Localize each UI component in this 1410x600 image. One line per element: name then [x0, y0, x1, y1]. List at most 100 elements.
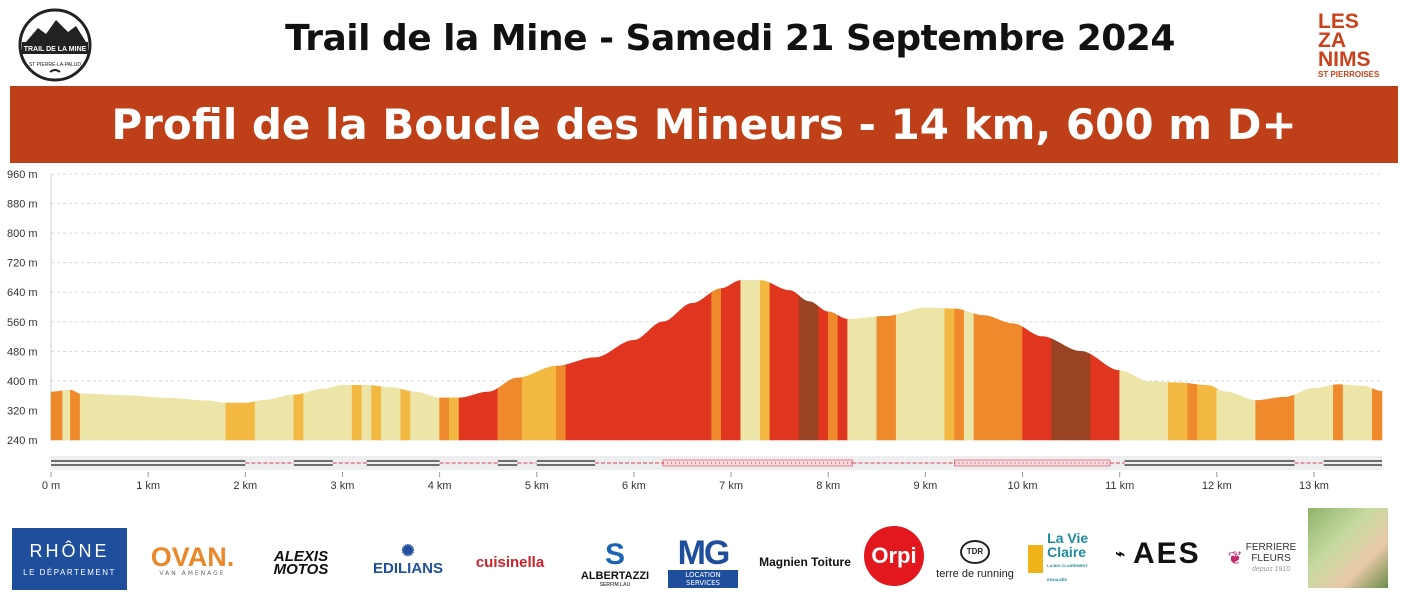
- slope-segment: [1022, 326, 1052, 441]
- slope-segment: [449, 397, 460, 441]
- y-axis-labels: 240 m 320 m 400 m 480 m 560 m 640 m 720 m 800 m…: [7, 169, 38, 447]
- slope-segment: [1342, 384, 1373, 441]
- x-tick-label: 2 km: [233, 480, 257, 492]
- slope-segment: [759, 280, 771, 441]
- x-tick-label: 11 km: [1105, 480, 1134, 492]
- y-tick-label: 640 m: [7, 287, 38, 299]
- logo-right-line-3: NIMS: [1318, 48, 1371, 71]
- alexis-line-1: ALEXIS: [273, 548, 329, 565]
- slope-segment: [371, 385, 382, 441]
- rhone-sub: LE DÉPARTEMENT: [23, 568, 116, 577]
- slope-segment: [1333, 384, 1344, 441]
- x-tick-label: 3 km: [331, 480, 355, 492]
- slope-segment: [254, 394, 295, 441]
- y-tick-label: 880 m: [7, 199, 38, 211]
- x-tick-label: 1 km: [136, 480, 160, 492]
- slope-segment: [1294, 384, 1334, 441]
- slope-segment: [973, 313, 984, 441]
- sponsor-rhone: RHÔNE LE DÉPARTEMENT: [12, 528, 127, 590]
- slope-segment: [798, 295, 819, 441]
- slope-segment: [351, 385, 363, 441]
- slope-segment: [361, 385, 372, 441]
- x-tick-label: 0 m: [42, 480, 60, 492]
- y-tick-label: 320 m: [7, 405, 38, 417]
- ovan-sub: VAN AMENAGE: [159, 569, 226, 577]
- leaf-icon: ❦: [1227, 547, 1243, 568]
- logo-right-line-2: ZA: [1318, 29, 1346, 52]
- slope-segment: [740, 280, 761, 441]
- slope-segment: [1197, 384, 1218, 441]
- slope-segment: [983, 315, 1023, 441]
- x-tick-label: 7 km: [719, 480, 743, 492]
- slope-segment: [944, 308, 955, 441]
- slope-segment: [769, 282, 800, 441]
- ferriere-line-1: FERRIERE: [1245, 541, 1297, 553]
- y-tick-label: 720 m: [7, 258, 38, 270]
- aes-name: AES: [1132, 537, 1201, 570]
- slope-segment: [1216, 388, 1256, 441]
- edilians-name: EDILIANS: [372, 559, 443, 577]
- mg-sub: LOCATION SERVICES: [668, 570, 738, 588]
- slope-segment: [521, 365, 557, 441]
- logo-left-line1: TRAIL DE LA MINE: [24, 46, 87, 53]
- slope-segment: [410, 391, 440, 441]
- slope-segment: [62, 389, 71, 441]
- sponsor-cuisinella: cuisinella: [475, 553, 545, 571]
- surface-bar: [51, 456, 1382, 470]
- sponsor-ovan: OVAN. VAN AMENAGE: [140, 540, 245, 580]
- sponsor-alexis-motos: ALEXIS MOTOS: [250, 548, 352, 578]
- slope-segment: [895, 307, 946, 441]
- lavie-name: La Vie Claire: [1047, 530, 1089, 560]
- sponsor-ferriere-fleurs: ❦ FERRIERE FLEURS depuis 1910: [1220, 536, 1304, 580]
- slope-segment: [847, 316, 878, 441]
- mg-name: MG: [677, 534, 731, 572]
- slope-segment: [711, 288, 722, 441]
- x-axis-labels: 0 m 1 km 2 km 3 km 4 km 5 km 6 km 7 km 8 km 9 km 1…: [42, 472, 1329, 492]
- sponsor-photo: [1308, 508, 1388, 588]
- slope-segment: [1119, 370, 1169, 441]
- edilians-icon: ✺: [401, 542, 415, 560]
- slope-segment: [1051, 338, 1091, 441]
- logo-right-line-1: LES: [1318, 10, 1359, 33]
- rhone-name: RHÔNE: [29, 541, 110, 561]
- y-tick-label: 240 m: [7, 435, 38, 447]
- albertazzi-icon: S: [604, 538, 625, 571]
- shower-icon: ⌁: [1115, 546, 1127, 563]
- slope-segment: [963, 310, 975, 441]
- slope-segment: [400, 388, 411, 441]
- sponsors-strip: RHÔNE LE DÉPARTEMENT OVAN. VAN AMENAGE A…: [0, 506, 1410, 600]
- slope-segment: [79, 393, 227, 441]
- tdr-name: terre de running: [936, 568, 1014, 580]
- slope-segment: [876, 314, 897, 441]
- sponsor-terre-de-running: TDR terre de running: [928, 536, 1022, 584]
- slope-segments: [50, 280, 1383, 441]
- slope-segment: [1090, 353, 1120, 441]
- sponsor-edilians: ✺ EDILIANS: [366, 540, 450, 580]
- x-tick-label: 8 km: [816, 480, 840, 492]
- slope-segment: [439, 397, 450, 441]
- slope-segment: [303, 385, 353, 441]
- slope-segment: [1255, 394, 1295, 441]
- sponsor-magnien-toiture: Magnien Toiture: [759, 555, 851, 569]
- x-tick-label: 9 km: [913, 480, 937, 492]
- sponsor-orpi: Orpi: [864, 526, 924, 586]
- slope-segment: [1167, 382, 1188, 441]
- slope-segment: [1187, 383, 1198, 441]
- sun-icon: [1028, 545, 1044, 573]
- trail-logo: TRAIL DE LA MINE ST PIERRE-LA-PALUD: [18, 8, 92, 82]
- slope-segment: [497, 377, 523, 441]
- slope-segment: [1371, 388, 1383, 441]
- elevation-profile-chart: 240 m 320 m 400 m 480 m 560 m 640 m 720 m 800 m…: [7, 169, 1383, 492]
- slope-segment: [818, 306, 829, 441]
- les-zanims-logo: LES ZA NIMS ST PIERROISES: [1318, 10, 1388, 82]
- y-tick-label: 960 m: [7, 169, 38, 181]
- slope-segment: [721, 280, 742, 441]
- sponsor-aes: ⌁ AES: [1108, 536, 1208, 572]
- alexis-line-2: MOTOS: [273, 561, 329, 578]
- x-tick-label: 6 km: [622, 480, 646, 492]
- y-tick-label: 560 m: [7, 317, 38, 329]
- profile-banner: Profil de la Boucle des Mineurs - 14 km,…: [10, 86, 1398, 163]
- x-tick-label: 10 km: [1008, 480, 1038, 492]
- sponsor-la-vie-claire: La Vie Claire LA BIO CLAIREMENT ENGAGÉE: [1028, 531, 1100, 584]
- slope-segment: [565, 291, 712, 441]
